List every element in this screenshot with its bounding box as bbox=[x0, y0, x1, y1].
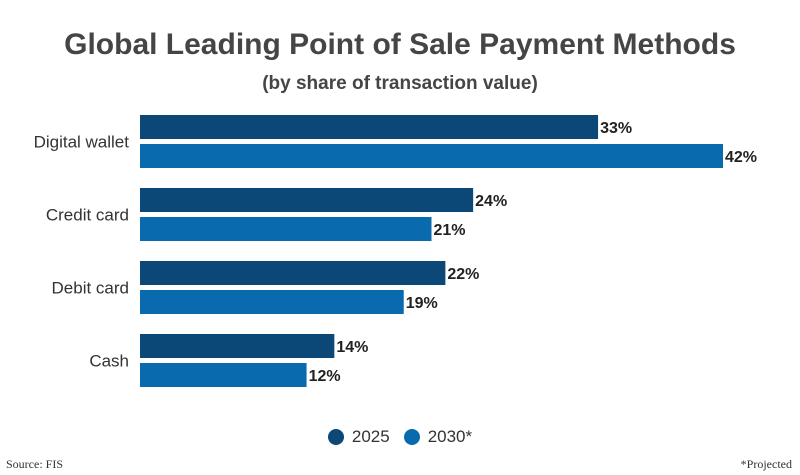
bar-digital-wallet-2030 bbox=[140, 144, 723, 168]
category-label-credit-card: Credit card bbox=[46, 206, 129, 225]
projected-note: *Projected bbox=[740, 457, 792, 471]
legend: 2025 2030* bbox=[0, 427, 800, 447]
value-label-debit-card-2025: 22% bbox=[447, 266, 479, 283]
bar-cash-2030 bbox=[140, 363, 307, 387]
bar-debit-card-2025 bbox=[140, 261, 446, 285]
value-label-digital-wallet-2030: 42% bbox=[725, 149, 757, 166]
bars-layer: Digital wallet 33% 42% Credit card 24% 21% Deb… bbox=[34, 115, 757, 387]
category-label-digital-wallet: Digital wallet bbox=[34, 133, 130, 152]
legend-swatch-2030 bbox=[403, 429, 420, 445]
bar-credit-card-2030 bbox=[140, 217, 432, 241]
bar-cash-2025 bbox=[140, 334, 335, 358]
category-label-cash: Cash bbox=[89, 352, 129, 371]
legend-label-2030: 2030* bbox=[427, 427, 473, 446]
chart-title: Global Leading Point of Sale Payment Met… bbox=[64, 28, 736, 61]
legend-swatch-2025 bbox=[327, 429, 344, 445]
bar-credit-card-2025 bbox=[140, 188, 474, 212]
bar-debit-card-2030 bbox=[140, 290, 404, 314]
value-label-digital-wallet-2025: 33% bbox=[600, 120, 632, 137]
value-label-cash-2025: 14% bbox=[336, 339, 368, 356]
bar-digital-wallet-2025 bbox=[140, 115, 599, 139]
source-note: Source: FIS bbox=[6, 457, 63, 471]
legend-item-2030: 2030* bbox=[403, 427, 473, 447]
legend-label-2025: 2025 bbox=[351, 427, 390, 446]
value-label-credit-card-2025: 24% bbox=[475, 193, 507, 210]
chart-subtitle: (by share of transaction value) bbox=[262, 73, 538, 94]
value-label-credit-card-2030: 21% bbox=[434, 222, 466, 239]
value-label-cash-2030: 12% bbox=[309, 368, 341, 385]
legend-item-2025: 2025 bbox=[327, 427, 390, 447]
value-label-debit-card-2030: 19% bbox=[406, 295, 438, 312]
category-label-debit-card: Debit card bbox=[52, 279, 129, 298]
